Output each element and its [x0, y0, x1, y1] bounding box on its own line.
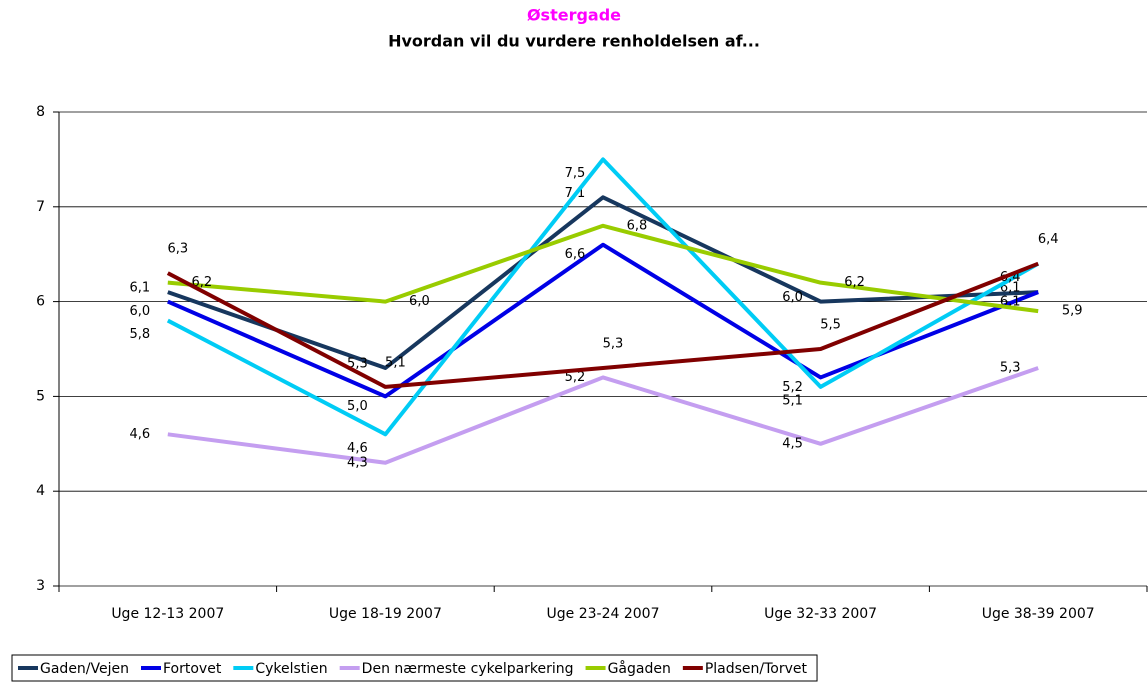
x-tick-label: Uge 18-19 2007: [329, 606, 442, 622]
legend-label: Cykelstien: [255, 661, 327, 677]
legend: Gaden/Vejen Fortovet Cykelstien Den nærmest…: [11, 654, 818, 682]
series-line: [167, 242, 1039, 399]
y-tick-label: 4: [36, 483, 45, 499]
legend-label: Fortovet: [163, 661, 222, 677]
data-label: 5,5: [820, 318, 841, 333]
data-label: 6,0: [409, 294, 430, 309]
x-tick-label: Uge 32-33 2007: [764, 606, 877, 622]
y-tick-label: 5: [36, 388, 45, 404]
x-tick-label: Uge 38-39 2007: [982, 606, 1095, 622]
data-label: 6,3: [167, 242, 188, 257]
legend-label: Gågaden: [608, 660, 671, 677]
y-tick-label: 7: [36, 199, 45, 215]
data-label: 5,9: [1062, 304, 1083, 319]
data-label: 5,1: [782, 393, 803, 408]
x-tick-label: Uge 23-24 2007: [547, 606, 660, 622]
series-line: [166, 261, 1039, 389]
y-tick-label: 8: [36, 104, 45, 120]
series-line: [166, 157, 1040, 437]
data-label: 4,5: [782, 436, 803, 451]
data-label: 6,6: [565, 247, 586, 262]
data-label: 5,1: [385, 355, 406, 370]
data-label: 6,0: [129, 304, 150, 319]
series-line: [167, 195, 1039, 370]
data-label: 6,4: [1038, 232, 1059, 247]
legend-label: Den nærmeste cykelparkering: [362, 661, 574, 677]
series-line: [167, 366, 1039, 465]
legend-label: Gaden/Vejen: [40, 661, 129, 677]
data-label: 5,3: [603, 336, 624, 351]
data-label: 4,6: [129, 427, 150, 442]
data-label: 5,8: [129, 327, 150, 342]
chart-subtitle: Hvordan vil du vurdere renholdelsen af..…: [388, 32, 760, 51]
y-tick-label: 6: [36, 294, 45, 310]
y-tick-label: 3: [36, 578, 45, 594]
legend-label: Pladsen/Torvet: [705, 661, 808, 677]
data-label: 6,8: [627, 218, 648, 233]
data-label: 4,3: [347, 455, 368, 470]
chart-title: Østergade: [527, 6, 621, 25]
data-label: 6,0: [782, 290, 803, 305]
data-label: 5,3: [1000, 360, 1021, 375]
data-label: 5,0: [347, 399, 368, 414]
x-tick-label: Uge 12-13 2007: [111, 606, 224, 622]
data-label: 6,1: [129, 281, 150, 296]
data-label: 7,5: [565, 166, 586, 181]
data-label: 6,2: [844, 275, 865, 290]
data-label: 5,2: [565, 370, 586, 385]
data-label: 4,6: [347, 441, 368, 456]
data-label: 5,2: [782, 380, 803, 395]
series-line: [167, 223, 1039, 314]
